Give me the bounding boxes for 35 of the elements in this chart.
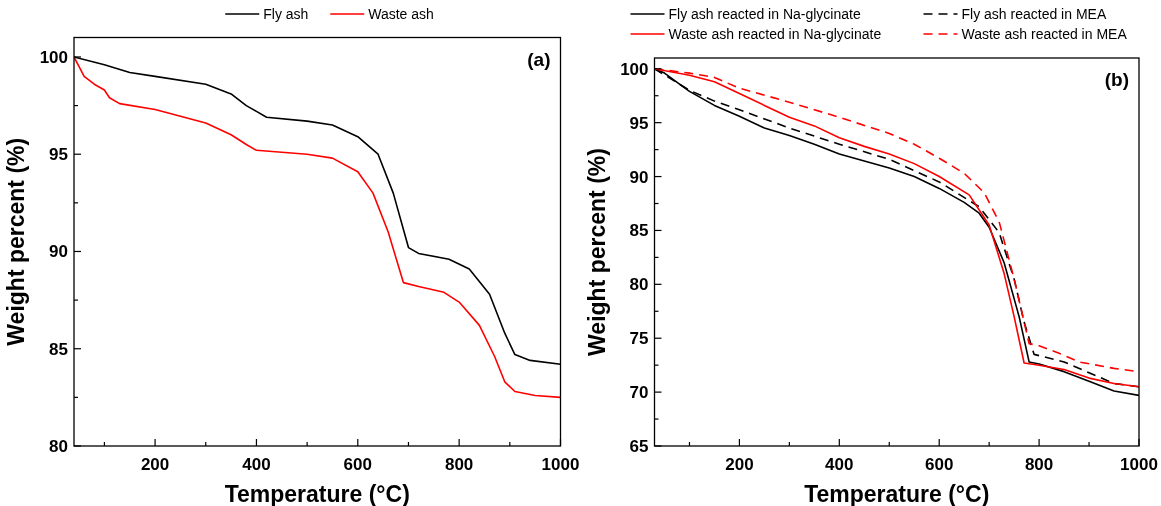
y-tick-label: 90 <box>49 242 68 262</box>
legend-label: Waste ash reacted in MEA <box>961 26 1128 42</box>
legend-label: Waste ash reacted in Na-glycinate <box>668 26 882 42</box>
y-tick-label: 90 <box>629 167 649 187</box>
y-tick-label: 100 <box>620 59 649 79</box>
x-tick-label: 1000 <box>541 455 580 474</box>
y-tick-label: 85 <box>629 221 649 241</box>
legend-label: Fly ash reacted in MEA <box>961 6 1107 22</box>
y-tick-label: 85 <box>49 339 68 359</box>
y-tick-label: 70 <box>629 383 649 403</box>
y-tick-label: 95 <box>629 113 649 133</box>
y-tick-label: 95 <box>49 145 68 165</box>
x-tick-label: 800 <box>1024 455 1054 474</box>
x-tick-label: 400 <box>242 455 271 474</box>
y-tick-label: 100 <box>39 47 68 67</box>
annotation: (a) <box>527 48 551 70</box>
legend-label: Waste ash <box>368 6 434 22</box>
x-axis-title: Temperature (°C) <box>804 481 990 506</box>
y-axis-title: Weight percent (%) <box>3 137 29 346</box>
x-tick-label: 600 <box>925 455 954 474</box>
y-tick-label: 80 <box>629 275 649 295</box>
y-tick-label: 75 <box>629 329 649 349</box>
y-tick-label: 65 <box>629 437 649 456</box>
x-tick-label: 800 <box>444 455 474 474</box>
x-tick-label: 400 <box>825 455 854 474</box>
x-tick-label: 200 <box>725 455 754 474</box>
legend-label: Fly ash <box>263 6 309 22</box>
x-tick-label: 1000 <box>1120 455 1158 474</box>
annotation: (b) <box>1104 69 1129 90</box>
x-axis-title: Temperature (°C) <box>224 481 410 506</box>
x-tick-label: 200 <box>140 455 170 474</box>
legend-label: Fly ash reacted in Na-glycinate <box>668 6 861 22</box>
y-axis-title: Weight percent (%) <box>583 148 610 356</box>
y-tick-label: 80 <box>49 437 68 456</box>
x-tick-label: 600 <box>343 455 372 474</box>
